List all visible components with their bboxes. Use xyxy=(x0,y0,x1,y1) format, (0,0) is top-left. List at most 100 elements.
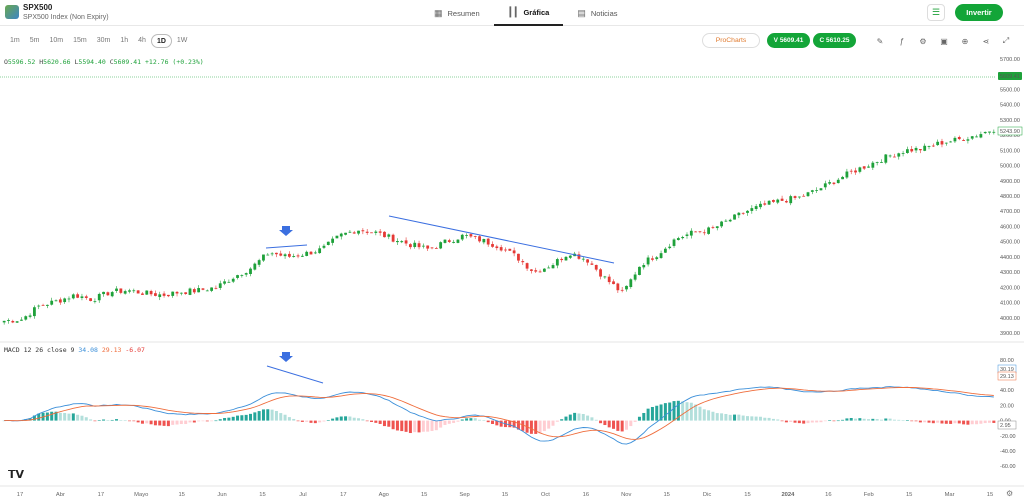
share-icon[interactable]: ⋖ xyxy=(982,36,990,46)
macd-histogram-bar xyxy=(326,420,330,421)
candle-body xyxy=(50,300,54,305)
add-icon[interactable]: ⊕ xyxy=(961,36,969,46)
candle-body xyxy=(888,155,892,157)
candle-body xyxy=(767,200,771,205)
timeframe-30m[interactable]: 30m xyxy=(96,37,111,44)
ref-price-badge xyxy=(997,126,1023,136)
macd-histogram-bar xyxy=(797,420,801,424)
settings-icon[interactable]: ⚙ xyxy=(919,36,927,46)
candle-body xyxy=(776,199,780,203)
macd-tick-label: -60.00 xyxy=(1000,464,1016,470)
watchlist-button[interactable]: ☰ xyxy=(927,4,945,21)
candle-body xyxy=(715,226,719,229)
tab-grafica[interactable]: ┃┃ Gráfica xyxy=(493,0,564,26)
candle-body xyxy=(365,231,369,233)
macd-badge xyxy=(997,420,1017,430)
macd-histogram-bar xyxy=(970,420,974,425)
macd-histogram-bar xyxy=(944,420,948,424)
timeframe-15m[interactable]: 15m xyxy=(73,37,87,44)
candle-body xyxy=(141,293,144,295)
tab-resumen[interactable]: ▦ Resumen xyxy=(420,0,494,26)
macd-histogram-bar xyxy=(741,415,745,421)
candle-body xyxy=(132,290,136,292)
candle-body xyxy=(473,236,477,237)
candle-body xyxy=(149,291,153,295)
macd-histogram-bar xyxy=(594,419,598,421)
draw-icon[interactable]: ✎ xyxy=(876,36,884,46)
macd-histogram-bar xyxy=(28,418,32,421)
x-tick-label: 15 xyxy=(259,492,265,498)
candle-body xyxy=(231,278,235,282)
macd-histogram-bar xyxy=(370,420,374,422)
candle-body xyxy=(560,258,564,261)
candle-body xyxy=(867,166,870,168)
macd-histogram-bar xyxy=(227,417,231,421)
tab-noticias[interactable]: ▤ Noticias xyxy=(563,0,631,26)
timeframe-5m[interactable]: 5m xyxy=(29,37,40,44)
candle-body xyxy=(128,290,131,292)
candle-body xyxy=(292,256,296,258)
timeframe-1m[interactable]: 1m xyxy=(10,37,20,44)
macd-histogram-bar xyxy=(780,420,784,422)
sell-button[interactable]: V 5609.41 xyxy=(767,33,810,48)
candle-body xyxy=(434,248,438,249)
macd-histogram-bar xyxy=(162,420,166,426)
candle-body xyxy=(784,201,788,203)
candle-body xyxy=(504,249,507,251)
grid-icon: ▦ xyxy=(434,7,443,18)
candle-body xyxy=(28,315,32,317)
candle-body xyxy=(590,263,594,265)
macd-histogram-bar xyxy=(287,417,291,421)
macd-histogram-bar xyxy=(758,416,762,421)
invest-button[interactable]: Invertir xyxy=(955,4,1003,21)
timeframe-4h[interactable]: 4h xyxy=(138,37,146,44)
candle-body xyxy=(750,208,754,211)
candle-body xyxy=(797,196,801,198)
candle-body xyxy=(568,255,572,258)
candle-body xyxy=(2,320,6,323)
macd-histogram-bar xyxy=(426,420,430,432)
macd-histogram-bar xyxy=(322,420,326,422)
macd-histogram-bar xyxy=(119,420,123,421)
candle-body xyxy=(197,288,201,293)
x-tick-label: 15 xyxy=(987,492,993,498)
macd-histogram-bar xyxy=(421,420,425,432)
fullscreen-icon[interactable]: ⤢ xyxy=(1002,36,1010,45)
macd-histogram-bar xyxy=(106,420,110,421)
procharts-button[interactable]: ProCharts xyxy=(702,33,760,48)
candle-body xyxy=(793,196,797,198)
candle-body xyxy=(443,239,447,243)
macd-histogram-bar xyxy=(382,420,386,427)
candle-body xyxy=(179,292,183,294)
macd-histogram-bar xyxy=(771,418,775,421)
timeframe-10m[interactable]: 10m xyxy=(49,37,64,44)
macd-histogram-bar xyxy=(750,416,754,421)
macd-histogram-bar xyxy=(50,411,54,421)
candle-body xyxy=(430,247,434,249)
x-tick-label: Feb xyxy=(864,492,874,498)
timeframe-1h[interactable]: 1h xyxy=(120,37,129,44)
macd-histogram-bar xyxy=(879,419,883,421)
candle-body xyxy=(655,257,659,260)
macd-histogram-bar xyxy=(802,420,806,424)
chart-settings-icon[interactable]: ⚙ xyxy=(1006,489,1014,498)
macd-histogram-bar xyxy=(858,418,862,421)
indicators-icon[interactable]: ƒ xyxy=(899,36,905,46)
candle-body xyxy=(11,320,15,323)
buy-button[interactable]: C 5610.25 xyxy=(813,33,856,48)
instrument-info[interactable]: SPX500 SPX500 Index (Non Expiry) xyxy=(5,3,109,23)
macd-histogram-bar xyxy=(746,416,749,421)
candle-body xyxy=(962,140,965,141)
macd-histogram-bar xyxy=(45,412,49,421)
candle-body xyxy=(720,221,723,227)
candle-body xyxy=(58,299,62,303)
candle-body xyxy=(344,232,347,235)
macd-histogram-bar xyxy=(815,420,819,423)
macd-histogram-bar xyxy=(2,420,6,422)
candle-body xyxy=(988,131,991,133)
timeframe-1w[interactable]: 1W xyxy=(176,37,188,44)
timeframe-1d[interactable]: 1D xyxy=(150,34,172,48)
timeframe-selector: 1m 5m 10m 15m 30m 1h 4h 1D 1W xyxy=(5,34,192,48)
camera-icon[interactable]: ▣ xyxy=(940,36,948,46)
